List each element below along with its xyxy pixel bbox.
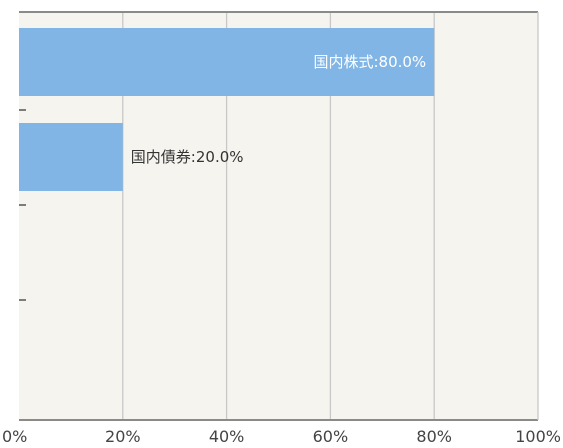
- x-tick-labels: 0% 20% 40% 60% 80% 100%: [2, 427, 561, 446]
- x-tick-label-100: 100%: [515, 427, 561, 446]
- x-tick-label-20: 20%: [105, 427, 141, 446]
- x-tick-label-0: 0%: [2, 427, 27, 446]
- bars: [19, 28, 435, 191]
- data-label-1: 国内株式:80.0%: [313, 53, 426, 71]
- x-tick-label-60: 60%: [313, 427, 349, 446]
- bar-1: [19, 28, 435, 96]
- axes: [19, 11, 539, 421]
- x-tick-label-40: 40%: [209, 427, 245, 446]
- bar-2: [19, 123, 123, 191]
- data-labels: 国内株式:80.0% 国内債券:20.0%: [131, 53, 426, 166]
- data-label-2: 国内債券:20.0%: [131, 148, 244, 166]
- x-tick-label-80: 80%: [416, 427, 452, 446]
